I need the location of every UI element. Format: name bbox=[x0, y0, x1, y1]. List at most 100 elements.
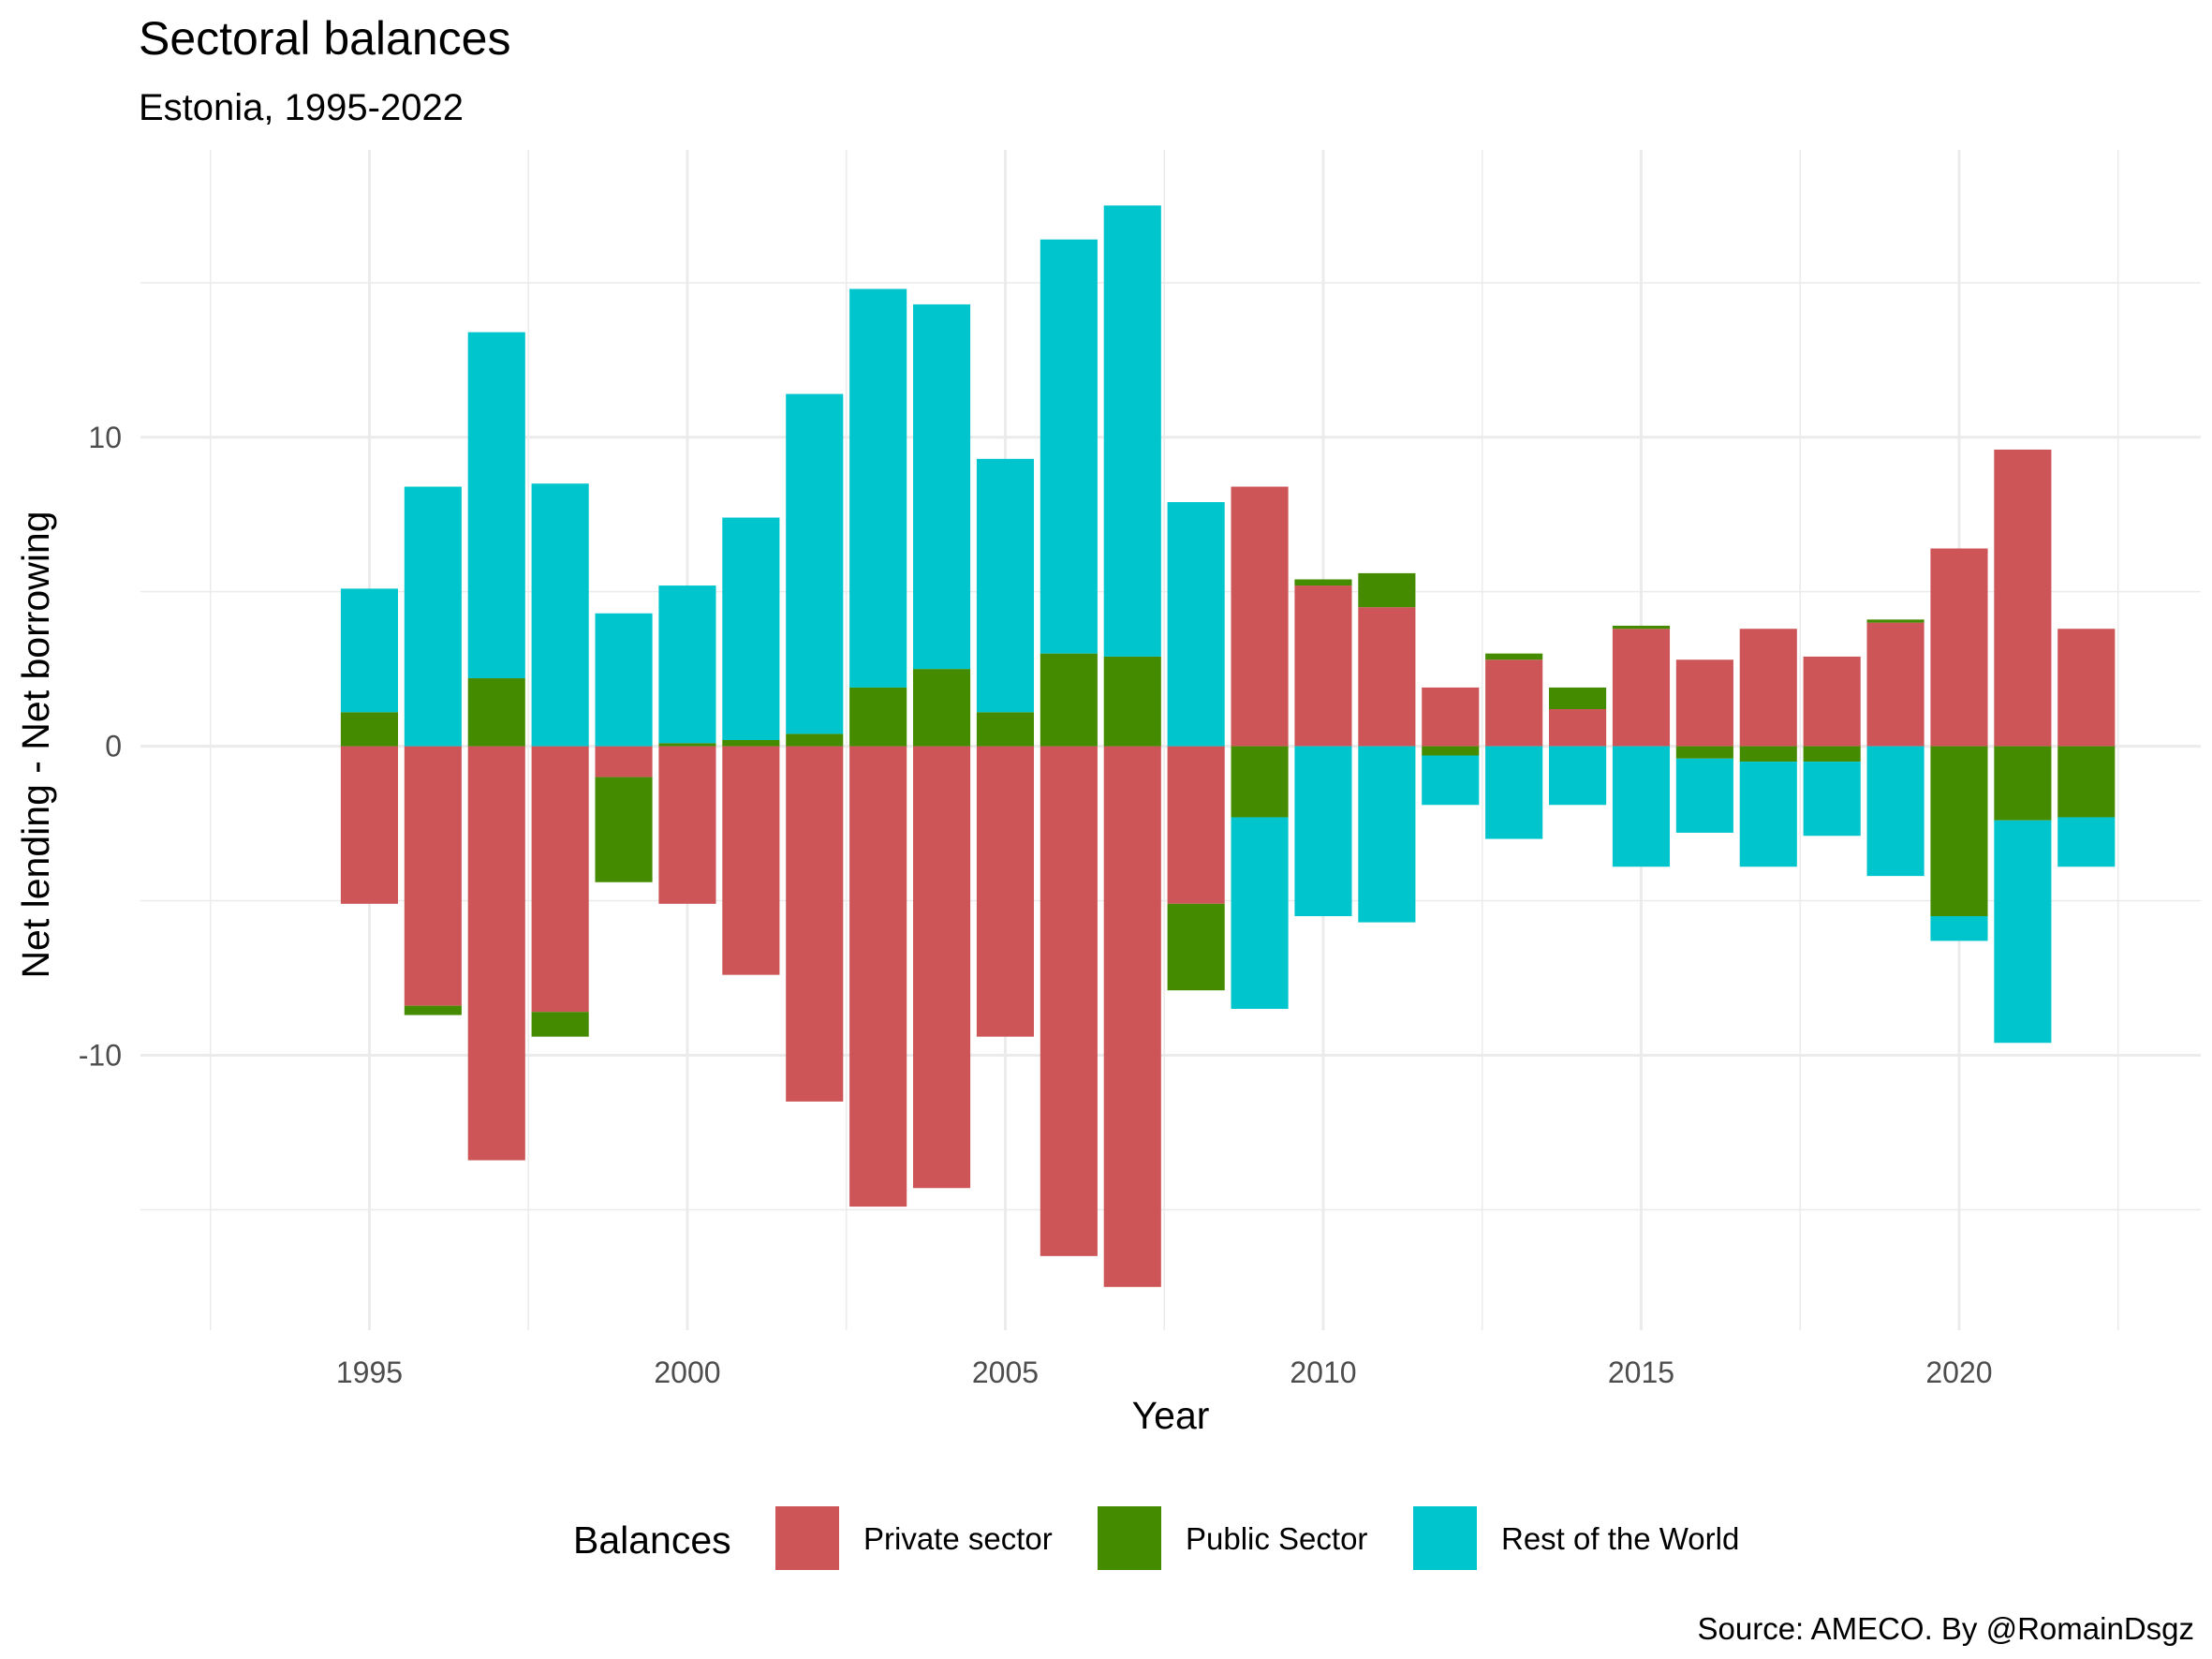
legend-key-rest-of-the-world bbox=[1413, 1506, 1477, 1570]
bar-public-sector-2001 bbox=[722, 740, 780, 747]
bar-public-sector-2022 bbox=[2057, 746, 2116, 818]
legend-key-private-sector bbox=[775, 1506, 839, 1570]
legend-label-public-sector: Public Sector bbox=[1186, 1521, 1367, 1556]
bar-public-sector-2014 bbox=[1549, 687, 1607, 710]
bar-private-sector-1999 bbox=[595, 746, 653, 778]
bar-public-sector-2005 bbox=[976, 712, 1035, 747]
bar-rest-of-the-world-2019 bbox=[1866, 746, 1924, 877]
bar-rest-of-the-world-2018 bbox=[1803, 762, 1861, 837]
chart-subtitle: Estonia, 1995-2022 bbox=[139, 87, 464, 128]
bar-private-sector-2014 bbox=[1549, 709, 1607, 747]
bar-public-sector-1997 bbox=[467, 678, 525, 747]
bar-public-sector-2003 bbox=[849, 687, 907, 747]
bar-public-sector-2016 bbox=[1675, 746, 1733, 759]
bar-rest-of-the-world-2001 bbox=[722, 517, 780, 740]
bar-rest-of-the-world-2012 bbox=[1422, 755, 1480, 806]
bar-rest-of-the-world-1995 bbox=[340, 588, 398, 713]
legend-label-rest-of-the-world: Rest of the World bbox=[1501, 1521, 1739, 1556]
bar-rest-of-the-world-2007 bbox=[1103, 205, 1161, 657]
bar-rest-of-the-world-1997 bbox=[467, 332, 525, 679]
bar-rest-of-the-world-2020 bbox=[1930, 916, 1988, 941]
bar-rest-of-the-world-2003 bbox=[849, 289, 907, 688]
bar-rest-of-the-world-2006 bbox=[1040, 239, 1098, 654]
x-tick-label: 2010 bbox=[1290, 1355, 1356, 1389]
bar-private-sector-2015 bbox=[1612, 629, 1671, 747]
x-tick-label: 1995 bbox=[336, 1355, 403, 1389]
bar-private-sector-2018 bbox=[1803, 656, 1861, 747]
bar-public-sector-2008 bbox=[1167, 903, 1225, 991]
bar-public-sector-2021 bbox=[1994, 746, 2052, 821]
x-tick-label: 2005 bbox=[972, 1355, 1039, 1389]
bar-private-sector-1995 bbox=[340, 746, 398, 904]
bar-rest-of-the-world-2002 bbox=[786, 393, 844, 734]
bar-private-sector-1996 bbox=[404, 746, 462, 1006]
bar-rest-of-the-world-2008 bbox=[1167, 502, 1225, 747]
y-axis-ticks: -10 0 10 bbox=[79, 421, 122, 1073]
bar-rest-of-the-world-2021 bbox=[1994, 820, 2052, 1044]
bar-private-sector-1998 bbox=[531, 746, 589, 1013]
chart-title: Sectoral balances bbox=[139, 12, 510, 65]
bar-rest-of-the-world-2009 bbox=[1231, 817, 1289, 1009]
bar-rest-of-the-world-2010 bbox=[1294, 746, 1352, 917]
bar-rest-of-the-world-2015 bbox=[1612, 746, 1671, 867]
bar-rest-of-the-world-1998 bbox=[531, 483, 589, 747]
bar-private-sector-2022 bbox=[2057, 629, 2116, 747]
bar-rest-of-the-world-2017 bbox=[1739, 762, 1797, 867]
bar-public-sector-2010 bbox=[1294, 579, 1352, 586]
bar-public-sector-1999 bbox=[595, 777, 653, 882]
bar-private-sector-2011 bbox=[1358, 607, 1416, 747]
y-tick-label: 10 bbox=[88, 421, 122, 454]
bar-private-sector-2002 bbox=[786, 746, 844, 1102]
bar-public-sector-2015 bbox=[1612, 625, 1671, 630]
bar-private-sector-2003 bbox=[849, 746, 907, 1207]
y-axis-label: Net lending - Net borrowing bbox=[14, 511, 57, 978]
bar-rest-of-the-world-2005 bbox=[976, 458, 1035, 713]
x-tick-label: 2000 bbox=[654, 1355, 720, 1389]
bar-private-sector-2010 bbox=[1294, 585, 1352, 747]
bar-public-sector-2018 bbox=[1803, 746, 1861, 763]
bar-private-sector-2017 bbox=[1739, 629, 1797, 747]
bar-public-sector-2002 bbox=[786, 733, 844, 747]
y-tick-label: 0 bbox=[105, 730, 122, 763]
bar-rest-of-the-world-2004 bbox=[913, 304, 971, 670]
bar-public-sector-1998 bbox=[531, 1012, 589, 1037]
bar-public-sector-2009 bbox=[1231, 746, 1289, 818]
bar-private-sector-1997 bbox=[467, 746, 525, 1161]
x-tick-label: 2015 bbox=[1608, 1355, 1674, 1389]
bar-private-sector-2006 bbox=[1040, 746, 1098, 1256]
bar-private-sector-2008 bbox=[1167, 746, 1225, 904]
bar-private-sector-2019 bbox=[1866, 622, 1924, 747]
x-axis-ticks: 1995 2000 2005 2010 2015 2020 bbox=[336, 1355, 1993, 1389]
y-tick-label: -10 bbox=[79, 1038, 122, 1072]
bars bbox=[340, 205, 2116, 1287]
bar-private-sector-2005 bbox=[976, 746, 1035, 1037]
bar-rest-of-the-world-2022 bbox=[2057, 817, 2116, 867]
bar-private-sector-2007 bbox=[1103, 746, 1161, 1287]
bar-public-sector-2017 bbox=[1739, 746, 1797, 763]
bar-private-sector-2021 bbox=[1994, 449, 2052, 747]
bar-public-sector-2007 bbox=[1103, 656, 1161, 747]
bar-public-sector-2012 bbox=[1422, 746, 1480, 756]
bar-public-sector-2011 bbox=[1358, 572, 1416, 608]
bar-private-sector-2016 bbox=[1675, 659, 1733, 747]
bar-private-sector-2020 bbox=[1930, 548, 1988, 747]
legend-key-public-sector bbox=[1098, 1506, 1161, 1570]
bar-public-sector-2004 bbox=[913, 669, 971, 747]
legend: Balances Private sector Public Sector Rest… bbox=[573, 1506, 1739, 1570]
bar-public-sector-2020 bbox=[1930, 746, 1988, 917]
bar-private-sector-2000 bbox=[658, 746, 716, 904]
bar-private-sector-2009 bbox=[1231, 486, 1289, 747]
bar-public-sector-1996 bbox=[404, 1005, 462, 1015]
bar-rest-of-the-world-2011 bbox=[1358, 746, 1416, 923]
bar-rest-of-the-world-2014 bbox=[1549, 746, 1607, 806]
bar-public-sector-1995 bbox=[340, 712, 398, 747]
bar-public-sector-2006 bbox=[1040, 653, 1098, 747]
legend-title: Balances bbox=[573, 1518, 731, 1562]
bar-rest-of-the-world-2000 bbox=[658, 585, 716, 744]
bar-private-sector-2012 bbox=[1422, 687, 1480, 747]
x-axis-label: Year bbox=[1132, 1394, 1210, 1437]
caption: Source: AMECO. By @RomainDsgz bbox=[1698, 1611, 2195, 1646]
bar-rest-of-the-world-1999 bbox=[595, 613, 653, 747]
bar-private-sector-2004 bbox=[913, 746, 971, 1189]
